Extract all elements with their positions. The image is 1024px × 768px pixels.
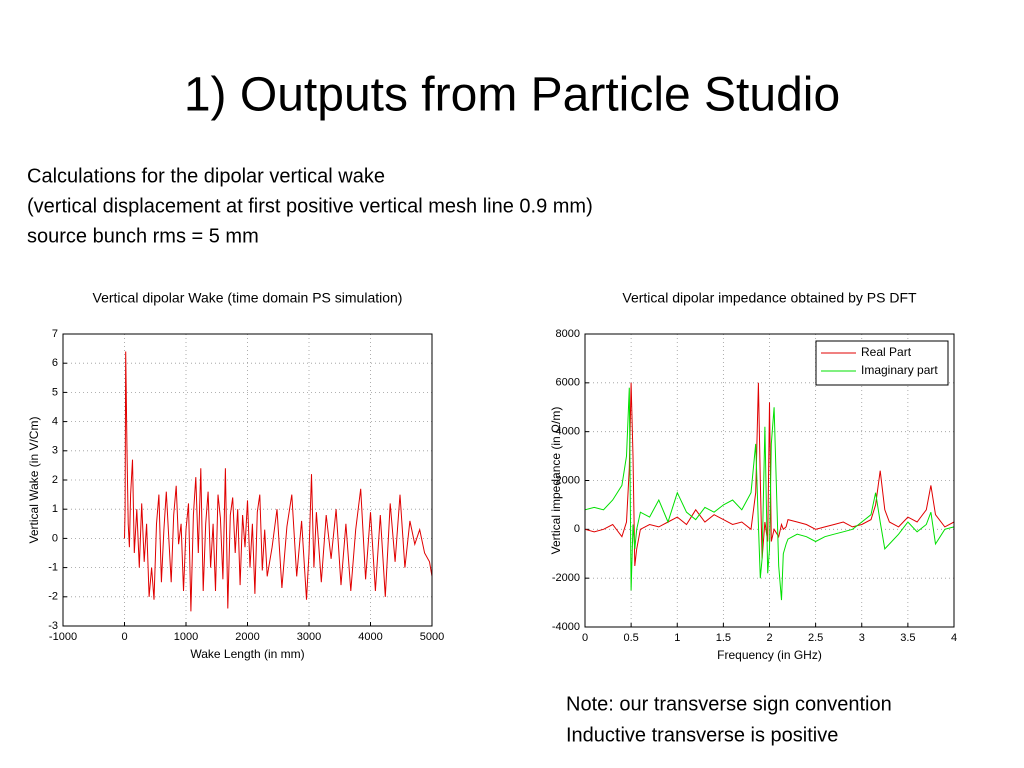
x-tick-label: 2	[766, 632, 772, 644]
x-tick-label: 0	[582, 632, 588, 644]
description-line: Calculations for the dipolar vertical wa…	[27, 165, 385, 187]
note-line: Note: our transverse sign convention	[566, 693, 892, 715]
chart-title: Vertical dipolar Wake (time domain PS si…	[93, 290, 403, 306]
y-tick-label: 1	[52, 503, 58, 515]
x-tick-label: 2000	[235, 631, 259, 643]
plot-frame	[62, 333, 433, 627]
x-tick-label: 4	[951, 632, 957, 644]
y-tick-label: 6	[52, 357, 58, 369]
y-tick-label: 8000	[556, 328, 580, 340]
legend-label: Real Part	[861, 345, 912, 359]
y-tick-label: 4000	[556, 426, 580, 438]
legend-box	[815, 340, 949, 386]
y-tick-label: -2	[48, 591, 58, 603]
x-tick-label: 1000	[174, 631, 198, 643]
y-axis-label: Vertical impedance (in Ω/m)	[549, 407, 563, 555]
y-tick-label: 5	[52, 386, 58, 398]
x-tick-label: 3000	[297, 631, 321, 643]
x-tick-label: 4000	[358, 631, 382, 643]
legend-label: Imaginary part	[861, 363, 938, 377]
x-tick-label: 2.5	[808, 632, 823, 644]
data-line	[124, 351, 433, 612]
data-line	[584, 387, 955, 601]
x-tick-label: 5000	[420, 631, 444, 643]
y-tick-label: 2000	[556, 474, 580, 486]
y-tick-label: -1	[48, 562, 58, 574]
y-tick-label: -4000	[552, 621, 580, 633]
x-tick-label: -1000	[49, 631, 77, 643]
y-tick-label: 3	[52, 445, 58, 457]
y-tick-label: 0	[574, 523, 580, 535]
y-tick-label: 0	[52, 532, 58, 544]
x-axis-label: Frequency (in GHz)	[717, 648, 822, 662]
description-line: (vertical displacement at first positive…	[27, 195, 593, 217]
y-tick-label: 7	[52, 328, 58, 340]
y-tick-label: -2000	[552, 572, 580, 584]
x-tick-label: 3	[859, 632, 865, 644]
x-tick-label: 1	[674, 632, 680, 644]
description-line: source bunch rms = 5 mm	[27, 225, 259, 247]
y-tick-label: 4	[52, 416, 58, 428]
y-tick-label: -3	[48, 620, 58, 632]
y-axis-label: Vertical Wake (in V/Cm)	[27, 417, 41, 544]
note-line: Inductive transverse is positive	[566, 724, 838, 746]
data-line	[584, 382, 955, 567]
slide-title: 1) Outputs from Particle Studio	[184, 69, 840, 122]
x-tick-label: 3.5	[900, 632, 915, 644]
x-tick-label: 0.5	[623, 632, 638, 644]
y-tick-label: 2	[52, 474, 58, 486]
x-tick-label: 0	[121, 631, 127, 643]
plot-frame	[584, 333, 955, 628]
x-axis-label: Wake Length (in mm)	[190, 647, 304, 661]
y-tick-label: 6000	[556, 377, 580, 389]
chart-title: Vertical dipolar impedance obtained by P…	[622, 290, 917, 306]
x-tick-label: 1.5	[716, 632, 731, 644]
